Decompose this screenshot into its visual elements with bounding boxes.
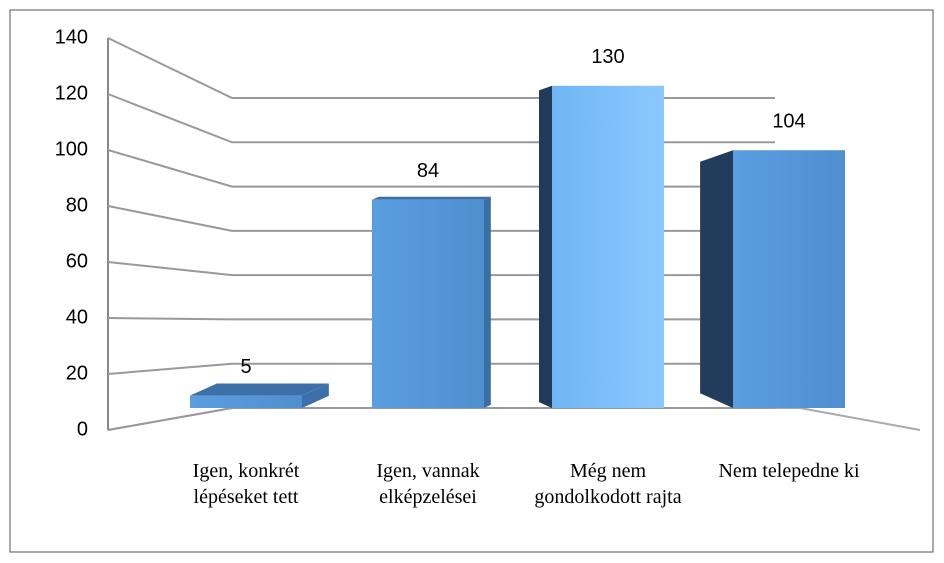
y-tick-label: 60 <box>66 250 88 272</box>
bar <box>372 199 484 408</box>
y-tick-label: 120 <box>55 82 88 104</box>
bar-side <box>302 383 329 408</box>
y-tick-label: 0 <box>77 418 88 440</box>
bar <box>552 85 664 409</box>
y-tick-label: 40 <box>66 306 88 328</box>
x-tick-label: Igen, konkrét lépéseket tett <box>192 460 300 508</box>
grid-line <box>107 37 775 99</box>
data-label: 130 <box>591 46 624 68</box>
data-label: 5 <box>240 356 251 378</box>
bar-top <box>372 196 491 200</box>
x-tick-label: Igen, vannak elképzelései <box>376 460 480 508</box>
data-label: 84 <box>417 160 439 182</box>
bar-side <box>539 85 552 409</box>
grid-line <box>107 407 775 431</box>
bar-side <box>700 150 733 408</box>
bar <box>733 150 845 408</box>
bar-top <box>190 383 329 396</box>
y-tick-label: 140 <box>55 26 88 48</box>
y-tick-label: 100 <box>55 138 88 160</box>
floor <box>107 407 921 431</box>
y-tick-label: 20 <box>66 362 88 384</box>
data-label: 104 <box>772 111 805 133</box>
grid-line <box>107 93 775 144</box>
x-tick-label: Még nem gondolkodott rajta <box>534 460 682 508</box>
y-tick-label: 80 <box>66 194 88 216</box>
chart-border <box>9 9 934 553</box>
bar-side <box>484 196 491 408</box>
grid-line <box>107 149 775 188</box>
bar <box>190 395 302 408</box>
x-tick-label: Nem telepedne ki <box>718 460 860 482</box>
